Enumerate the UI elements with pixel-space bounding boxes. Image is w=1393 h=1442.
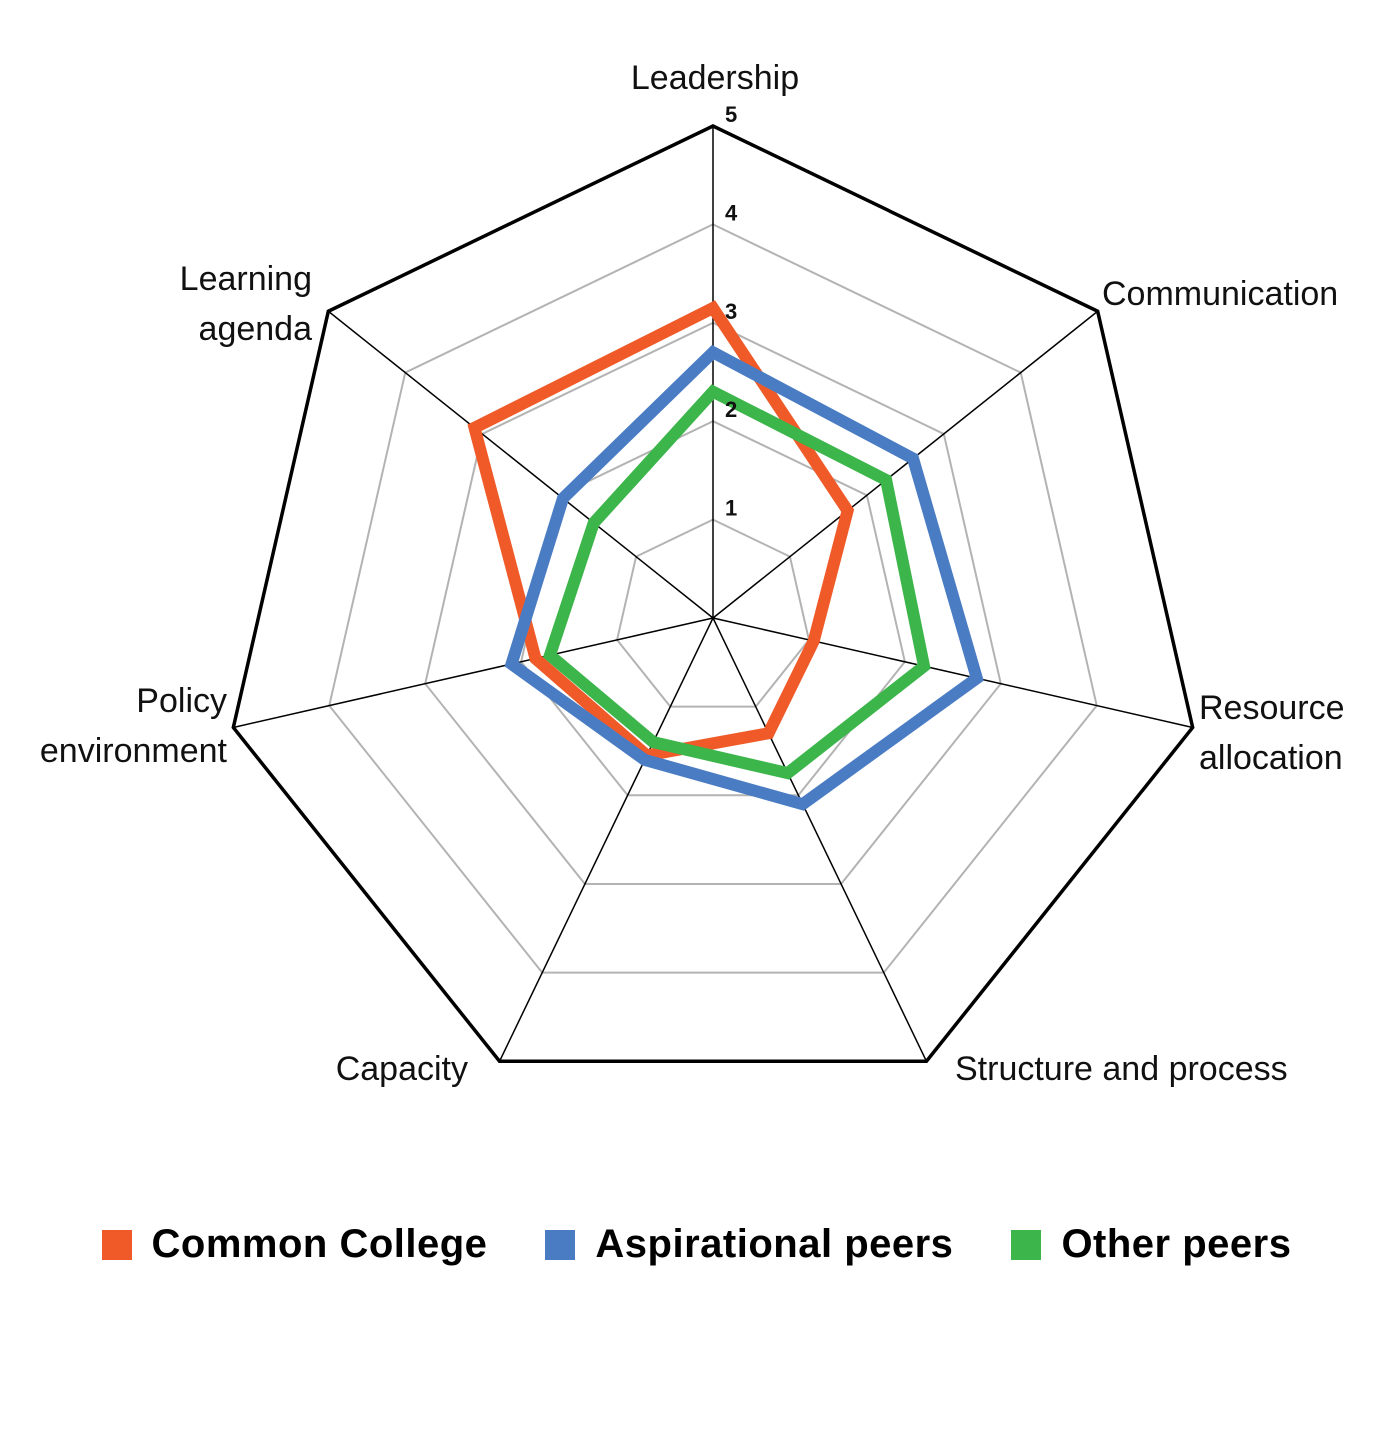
axis-label-structure-and-process: Structure and process [955,1050,1288,1088]
legend-swatch-other-peers [1011,1229,1042,1260]
spoke-capacity [498,617,714,1062]
tick-label-5: 5 [725,102,737,127]
grid-ring-3 [424,321,1002,885]
legend-label-common-college: Common College [151,1222,488,1266]
radar-series [467,300,984,811]
legend-label-other-peers: Other peers [1061,1222,1292,1266]
legend-item-common-college: Common College [101,1222,488,1267]
series-aspirational-peers [504,344,984,811]
tick-label-1: 1 [725,496,737,521]
series-common-college [467,300,855,762]
spoke-policy-environment [233,617,714,729]
grid-ring-outer [231,124,1195,1064]
radar-grid [231,124,1195,1064]
axis-label-capacity: Capacity [336,1050,468,1088]
tick-label-3: 3 [725,299,737,324]
axis-label-leadership: Leadership [631,59,799,97]
legend-swatch-aspirational-peers [545,1229,576,1260]
axis-label-policy-environment: Policy environment [40,682,228,770]
radar-axis-labels: Leadership Communication Resource allocatio… [40,59,1345,1088]
spoke-resource-allocation [712,617,1193,729]
axis-label-learning-agenda: Learning agenda [180,260,312,348]
legend-label-aspirational-peers: Aspirational peers [595,1222,954,1266]
legend-item-aspirational-peers: Aspirational peers [545,1222,953,1267]
series-other-peers [542,384,931,780]
chart-legend: Common College Aspirational peers Other … [0,1222,1393,1267]
spoke-structure-and-process [712,617,928,1062]
spoke-learning-agenda [327,310,714,619]
tick-label-4: 4 [725,200,738,225]
legend-swatch-common-college [101,1229,132,1260]
tick-label-2: 2 [725,397,737,422]
grid-ring-4 [328,223,1098,974]
legend-item-other-peers: Other peers [1011,1222,1291,1267]
spoke-communication [712,310,1099,619]
axis-label-resource-allocation: Resource allocation [1199,689,1345,777]
radar-tick-labels: 1 2 3 4 5 [725,102,738,521]
axis-label-communication: Communication [1102,275,1338,313]
grid-ring-1 [615,518,811,708]
